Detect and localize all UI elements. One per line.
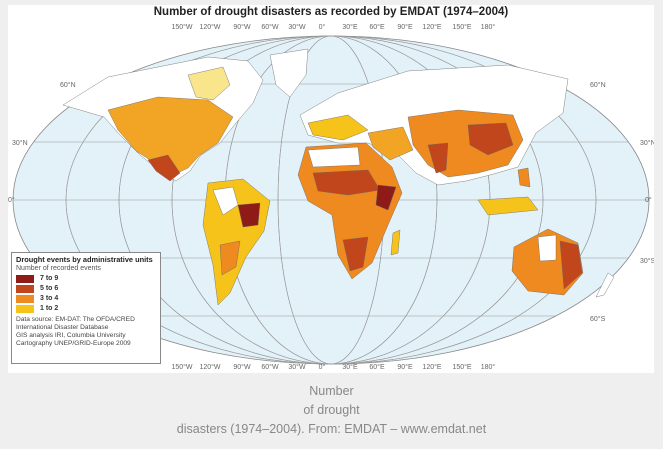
caption-line: disasters (1974–2004). From: EMDAT – www… [176, 422, 487, 436]
land [62, 48, 615, 306]
sahel-drought [312, 169, 381, 196]
longitude-label: 60°W [261, 23, 279, 31]
latitude-label: 0° [8, 196, 15, 204]
legend-swatch [16, 304, 34, 313]
caption-line: of drought [303, 403, 360, 417]
longitude-label: 60°W [261, 363, 279, 371]
longitude-label: 30°E [342, 23, 358, 31]
legend-label: 7 to 9 [40, 274, 59, 282]
legend-item: 3 to 4 [16, 295, 156, 304]
map-legend: Drought events by administrative units N… [11, 252, 161, 364]
latitude-label: 30°N [12, 139, 28, 147]
longitude-label: 90°W [233, 363, 251, 371]
drought-map-figure: 150°W 120°W 90°W 60°W 30°W 0° 30°E 60°E 90°E 120°… [8, 5, 654, 373]
legend-label: 1 to 2 [40, 304, 59, 312]
legend-subtitle: Number of recorded events [16, 264, 101, 272]
longitude-label: 150°W [171, 363, 192, 371]
mexico-drought [147, 154, 181, 182]
australia-white [537, 234, 557, 262]
greenland [269, 48, 309, 98]
legend-label: 5 to 6 [40, 284, 59, 292]
latitude-label: 60°N [60, 81, 76, 89]
longitude-label: 0° [319, 23, 326, 31]
longitude-label: 150°E [452, 363, 471, 371]
legend-source-line: GIS analysis IRI, Columbia University [16, 332, 126, 339]
longitude-labels-top: 150°W 120°W 90°W 60°W 30°W 0° 30°E 60°E 90°E 120°… [171, 23, 495, 31]
longitude-label: 120°W [199, 23, 220, 31]
longitude-label: 90°W [233, 23, 251, 31]
indonesia [477, 196, 539, 216]
canada-drought [187, 66, 231, 101]
legend-source-line: Cartography UNEP/GRID-Europe 2009 [16, 340, 131, 347]
latitude-label: 30°N [640, 139, 654, 147]
new-zealand [595, 272, 615, 298]
longitude-label: 30°W [288, 363, 306, 371]
latitude-label: 0° [645, 196, 652, 204]
latitude-label: 60°N [590, 81, 606, 89]
world-map: 150°W 120°W 90°W 60°W 30°W 0° 30°E 60°E 90°E 120°… [8, 23, 654, 371]
legend-item: 7 to 9 [16, 275, 156, 284]
longitude-label: 90°E [397, 23, 413, 31]
horn-drought [375, 184, 397, 211]
north-africa-white [307, 146, 361, 168]
usa-canada-drought [107, 96, 234, 176]
longitude-label: 90°E [397, 363, 413, 371]
legend-swatch [16, 274, 34, 283]
latitude-label: 30°S [640, 257, 654, 265]
longitude-label: 120°E [422, 23, 441, 31]
longitude-label: 120°W [199, 363, 220, 371]
legend-source-line: Data source: EM-DAT: The OFDA/CRED [16, 316, 135, 323]
australia-east-drought [559, 240, 583, 290]
india-drought [427, 142, 449, 174]
legend-item: 5 to 6 [16, 285, 156, 294]
meridian [65, 35, 597, 365]
longitude-label: 120°E [422, 363, 441, 371]
latitude-labels-right: 60°N 30°N 0° 30°S 60°S [590, 81, 654, 323]
legend-swatch [16, 294, 34, 303]
sa-white [212, 186, 239, 216]
latitude-labels-left: 60°N 30°N 0° [8, 81, 76, 204]
europe-drought [307, 114, 369, 141]
longitude-labels-bottom: 150°W 120°W 90°W 60°W 30°W 0° 30°E 60°E 90°E 120°… [171, 363, 495, 371]
legend-title: Drought events by administrative units [16, 255, 153, 264]
legend-source: Data source: EM-DAT: The OFDA/CRED Intern… [16, 316, 156, 348]
longitude-label: 60°E [369, 363, 385, 371]
figure-caption: Number of drought disasters (1974–2004).… [0, 382, 663, 439]
longitude-label: 180° [481, 363, 496, 371]
longitude-label: 180° [481, 23, 496, 31]
philippines [517, 167, 531, 188]
longitude-label: 30°W [288, 23, 306, 31]
longitude-label: 60°E [369, 23, 385, 31]
southern-africa-drought [342, 236, 369, 272]
sa-orange [219, 240, 241, 276]
legend-label: 3 to 4 [40, 294, 59, 302]
mideast-drought [367, 126, 414, 161]
caption-line: Number [309, 384, 354, 398]
longitude-label: 150°E [452, 23, 471, 31]
legend-item: 1 to 2 [16, 305, 156, 314]
china-drought [467, 122, 514, 156]
legend-swatch [16, 284, 34, 293]
latitude-label: 60°S [590, 315, 606, 323]
madagascar [390, 229, 401, 256]
legend-source-line: International Disaster Database [16, 324, 109, 331]
brazil-ne-drought [237, 202, 261, 228]
longitude-label: 0° [319, 363, 326, 371]
map-title: Number of drought disasters as recorded … [153, 6, 509, 18]
longitude-label: 30°E [342, 363, 358, 371]
longitude-label: 150°W [171, 23, 192, 31]
